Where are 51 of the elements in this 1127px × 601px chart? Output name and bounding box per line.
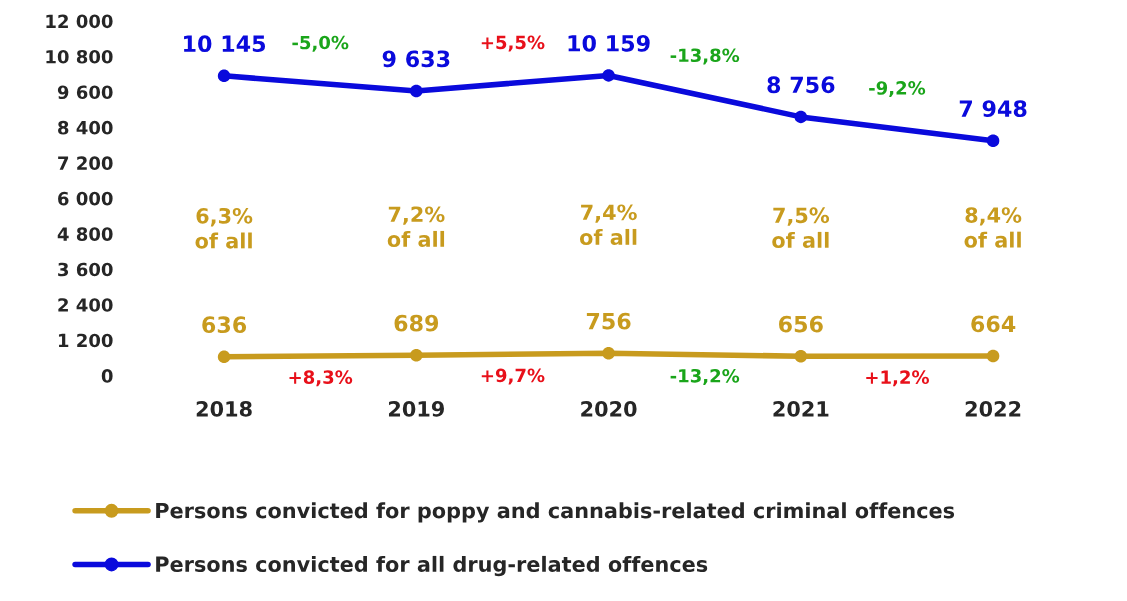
x-tick-label: 2018 [196,400,252,417]
data-label: 636 [202,316,247,334]
point [986,134,1000,148]
data-label: 9 633 [382,50,450,68]
annotation: 6,3% of all [195,207,253,249]
point [410,349,423,362]
data-label: 664 [971,315,1016,333]
annotation: -5,0% [292,35,349,52]
annotation: 7,2% of all [387,206,445,248]
y-tick-label: 9 600 [57,85,113,100]
y-tick-label: 3 600 [58,262,113,277]
y-tick-label: 7 200 [58,156,113,170]
x-tick-label: 2021 [773,400,829,417]
x-tick-label: 2020 [581,400,637,417]
y-tick-label: 10 800 [46,49,113,64]
annotation: -13,8% [670,48,740,65]
point [986,349,1000,363]
annotation: 7,5% of all [772,207,830,249]
point [410,84,423,98]
point [602,347,615,360]
annotation: +9,7% [481,368,545,385]
annotation: -13,2% [670,368,740,385]
data-label: 7 948 [959,100,1027,118]
data-label: 656 [779,315,823,333]
y-tick-label: 4 800 [57,227,113,241]
data-label: 689 [394,314,439,332]
x-tick-label: 2019 [388,400,444,417]
y-tick-label: 1 200 [58,333,113,348]
annotation: 7,4% of all [579,204,637,246]
x-tick-label: 2022 [965,400,1021,417]
annotation: +1,2% [866,370,929,387]
point [217,350,231,364]
y-tick-label: 0 [101,369,113,383]
point [602,69,615,82]
annotation: -9,2% [869,81,926,98]
data-label: 10 159 [568,34,650,52]
y-tick-label: 6 000 [58,191,113,206]
point [217,69,231,83]
annotation: +8,3% [289,370,353,387]
y-tick-label: 12 000 [46,14,113,29]
y-tick-label: 2 400 [58,298,113,312]
data-label: 756 [586,312,631,330]
legend-label: Persons convicted for all drug-related offences [156,555,708,577]
data-label: 8 756 [767,76,835,94]
point [794,349,808,363]
legend-label: Persons convicted for poppy and cannabis-related criminal offences [156,502,955,523]
annotation: 8,4% of all [964,207,1022,248]
annotation: +5,5% [481,35,545,52]
data-label: 10 145 [184,35,266,53]
point [794,110,808,124]
y-tick-label: 8 400 [58,120,113,135]
